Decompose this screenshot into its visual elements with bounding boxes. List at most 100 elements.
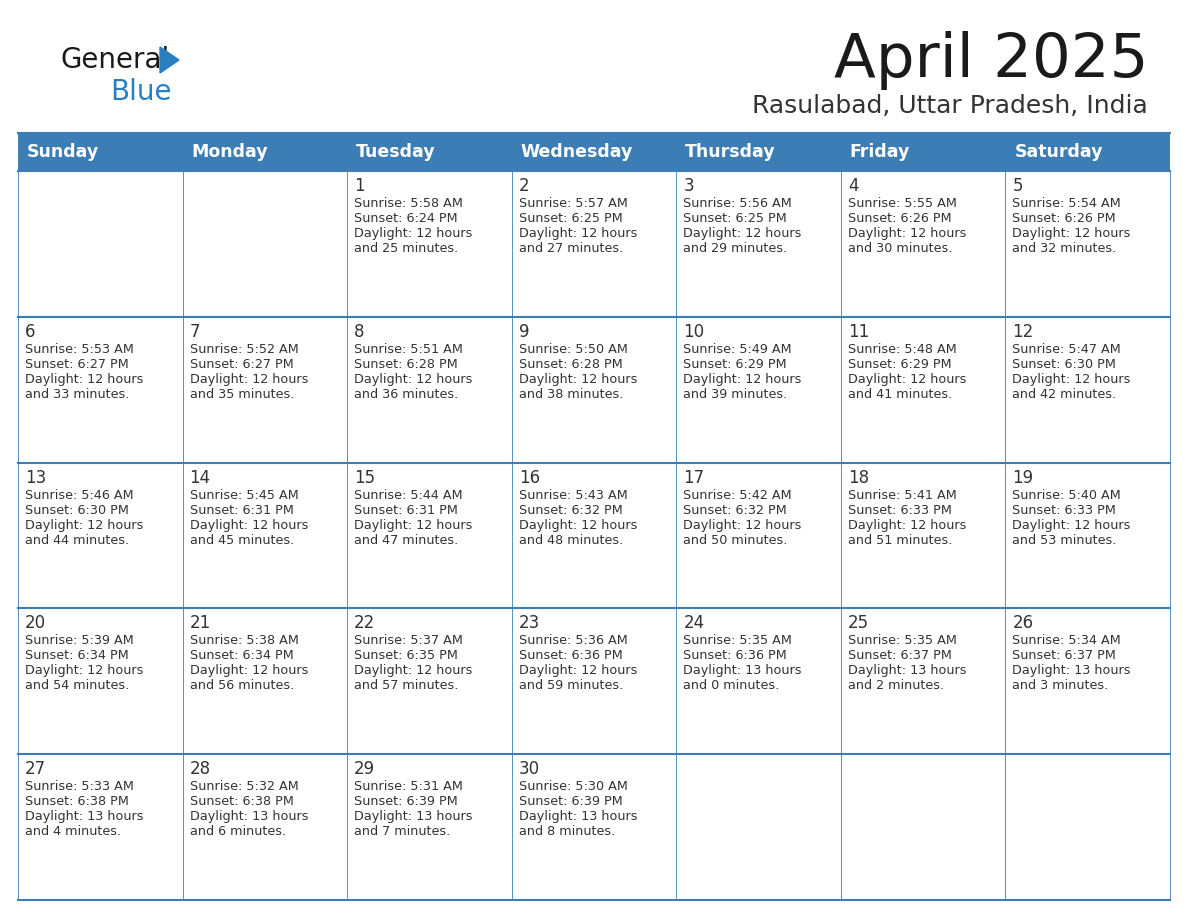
Bar: [347, 317, 512, 463]
Text: Sunrise: 5:33 AM: Sunrise: 5:33 AM: [25, 780, 134, 793]
Text: Daylight: 12 hours: Daylight: 12 hours: [1012, 519, 1131, 532]
Text: 29: 29: [354, 760, 375, 778]
Bar: [676, 463, 841, 609]
Text: Sunrise: 5:53 AM: Sunrise: 5:53 AM: [25, 342, 134, 356]
Text: Daylight: 12 hours: Daylight: 12 hours: [1012, 373, 1131, 386]
Text: Daylight: 13 hours: Daylight: 13 hours: [519, 811, 637, 823]
Text: Sunrise: 5:42 AM: Sunrise: 5:42 AM: [683, 488, 792, 501]
Text: Sunset: 6:35 PM: Sunset: 6:35 PM: [354, 649, 459, 663]
Text: and 0 minutes.: and 0 minutes.: [683, 679, 779, 692]
Text: 28: 28: [190, 760, 210, 778]
Text: Sunrise: 5:44 AM: Sunrise: 5:44 AM: [354, 488, 463, 501]
Text: Sunrise: 5:51 AM: Sunrise: 5:51 AM: [354, 342, 463, 356]
Text: Sunset: 6:30 PM: Sunset: 6:30 PM: [1012, 358, 1117, 371]
Text: Sunrise: 5:31 AM: Sunrise: 5:31 AM: [354, 780, 463, 793]
Text: 4: 4: [848, 177, 859, 195]
Text: and 59 minutes.: and 59 minutes.: [519, 679, 623, 692]
Text: 27: 27: [25, 760, 46, 778]
Text: Sunrise: 5:35 AM: Sunrise: 5:35 AM: [683, 634, 792, 647]
Text: Daylight: 13 hours: Daylight: 13 hours: [190, 811, 308, 823]
Text: 19: 19: [1012, 468, 1034, 487]
Text: 2: 2: [519, 177, 530, 195]
Text: Sunset: 6:39 PM: Sunset: 6:39 PM: [519, 795, 623, 808]
Text: Daylight: 12 hours: Daylight: 12 hours: [683, 373, 802, 386]
Text: and 29 minutes.: and 29 minutes.: [683, 242, 788, 255]
Bar: [347, 133, 512, 171]
Bar: [347, 755, 512, 900]
Text: 20: 20: [25, 614, 46, 633]
Text: Daylight: 13 hours: Daylight: 13 hours: [25, 811, 144, 823]
Text: Sunrise: 5:32 AM: Sunrise: 5:32 AM: [190, 780, 298, 793]
Text: Sunrise: 5:58 AM: Sunrise: 5:58 AM: [354, 197, 463, 210]
Text: 22: 22: [354, 614, 375, 633]
Text: Sunrise: 5:43 AM: Sunrise: 5:43 AM: [519, 488, 627, 501]
Text: and 8 minutes.: and 8 minutes.: [519, 825, 615, 838]
Text: Sunrise: 5:55 AM: Sunrise: 5:55 AM: [848, 197, 956, 210]
Text: 16: 16: [519, 468, 539, 487]
Text: Sunset: 6:36 PM: Sunset: 6:36 PM: [683, 649, 786, 663]
Text: Daylight: 12 hours: Daylight: 12 hours: [848, 227, 966, 240]
Bar: [1005, 171, 1170, 317]
Bar: [841, 317, 1005, 463]
Bar: [512, 609, 676, 755]
Text: Sunset: 6:37 PM: Sunset: 6:37 PM: [848, 649, 952, 663]
Text: Sunset: 6:39 PM: Sunset: 6:39 PM: [354, 795, 457, 808]
Text: Daylight: 12 hours: Daylight: 12 hours: [25, 519, 144, 532]
Text: Sunrise: 5:37 AM: Sunrise: 5:37 AM: [354, 634, 463, 647]
Text: Daylight: 13 hours: Daylight: 13 hours: [683, 665, 802, 677]
Text: and 51 minutes.: and 51 minutes.: [848, 533, 953, 546]
Text: Sunset: 6:30 PM: Sunset: 6:30 PM: [25, 504, 128, 517]
Text: and 45 minutes.: and 45 minutes.: [190, 533, 293, 546]
Bar: [512, 133, 676, 171]
Text: Sunrise: 5:30 AM: Sunrise: 5:30 AM: [519, 780, 627, 793]
Text: Sunrise: 5:54 AM: Sunrise: 5:54 AM: [1012, 197, 1121, 210]
Text: 24: 24: [683, 614, 704, 633]
Bar: [1005, 317, 1170, 463]
Bar: [676, 609, 841, 755]
Text: Sunrise: 5:48 AM: Sunrise: 5:48 AM: [848, 342, 956, 356]
Text: Daylight: 12 hours: Daylight: 12 hours: [519, 227, 637, 240]
Bar: [512, 463, 676, 609]
Text: Rasulabad, Uttar Pradesh, India: Rasulabad, Uttar Pradesh, India: [752, 94, 1148, 118]
Text: Sunset: 6:28 PM: Sunset: 6:28 PM: [354, 358, 457, 371]
Text: and 30 minutes.: and 30 minutes.: [848, 242, 953, 255]
Text: 30: 30: [519, 760, 539, 778]
Text: 10: 10: [683, 323, 704, 341]
Text: 8: 8: [354, 323, 365, 341]
Bar: [18, 317, 183, 463]
Text: Daylight: 12 hours: Daylight: 12 hours: [354, 665, 473, 677]
Bar: [676, 171, 841, 317]
Bar: [347, 171, 512, 317]
Text: Daylight: 12 hours: Daylight: 12 hours: [25, 373, 144, 386]
Text: Sunrise: 5:41 AM: Sunrise: 5:41 AM: [848, 488, 956, 501]
Text: Daylight: 12 hours: Daylight: 12 hours: [848, 373, 966, 386]
Text: and 7 minutes.: and 7 minutes.: [354, 825, 450, 838]
Text: 21: 21: [190, 614, 210, 633]
Text: April 2025: April 2025: [834, 30, 1148, 89]
Text: Friday: Friday: [849, 143, 910, 161]
Text: 9: 9: [519, 323, 529, 341]
Bar: [18, 609, 183, 755]
Text: Sunrise: 5:38 AM: Sunrise: 5:38 AM: [190, 634, 298, 647]
Text: Sunset: 6:36 PM: Sunset: 6:36 PM: [519, 649, 623, 663]
Text: Wednesday: Wednesday: [520, 143, 633, 161]
Bar: [183, 133, 347, 171]
Text: and 50 minutes.: and 50 minutes.: [683, 533, 788, 546]
Bar: [1005, 609, 1170, 755]
Text: Daylight: 12 hours: Daylight: 12 hours: [848, 519, 966, 532]
Bar: [841, 755, 1005, 900]
Text: Sunset: 6:29 PM: Sunset: 6:29 PM: [848, 358, 952, 371]
Text: Daylight: 12 hours: Daylight: 12 hours: [354, 227, 473, 240]
Bar: [676, 133, 841, 171]
Text: Sunset: 6:37 PM: Sunset: 6:37 PM: [1012, 649, 1117, 663]
Text: 12: 12: [1012, 323, 1034, 341]
Text: Sunset: 6:28 PM: Sunset: 6:28 PM: [519, 358, 623, 371]
Text: Daylight: 12 hours: Daylight: 12 hours: [354, 373, 473, 386]
Text: and 44 minutes.: and 44 minutes.: [25, 533, 129, 546]
Text: Sunset: 6:25 PM: Sunset: 6:25 PM: [683, 212, 786, 225]
Text: and 6 minutes.: and 6 minutes.: [190, 825, 285, 838]
Text: and 53 minutes.: and 53 minutes.: [1012, 533, 1117, 546]
Text: 23: 23: [519, 614, 541, 633]
Text: Sunrise: 5:56 AM: Sunrise: 5:56 AM: [683, 197, 792, 210]
Text: 11: 11: [848, 323, 870, 341]
